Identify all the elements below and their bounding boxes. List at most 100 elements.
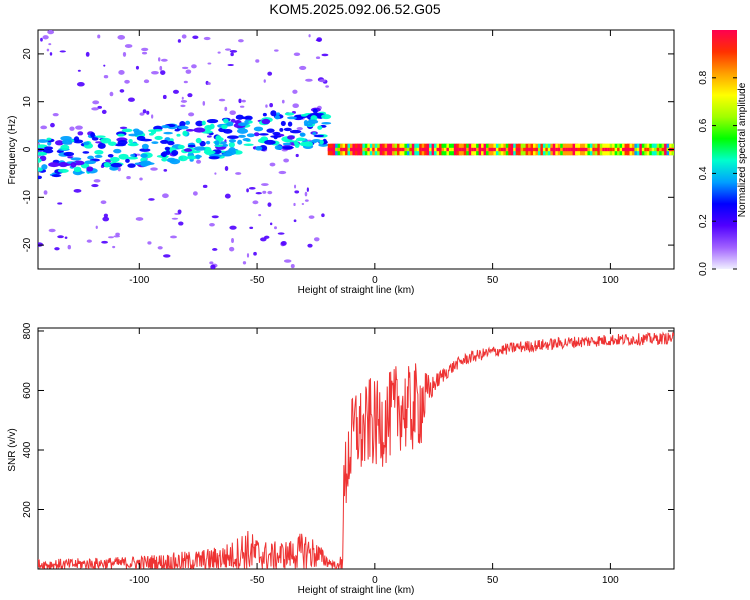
spectrogram-signal-blob [204,125,213,131]
spectrogram-noise-blob [158,57,161,62]
spectrogram-noise-blob [293,202,296,207]
snr-series-line [38,331,674,569]
spectrogram-noise-blob [101,240,108,244]
spectrogram-noise-blob [91,184,99,188]
spectrogram-noise-blob [139,177,143,181]
spectrogram-signal-blob [70,157,82,161]
spectrogram-signal-blob [164,146,171,151]
spectrogram-noise-blob [135,217,144,221]
snr-y-tick-label: 600 [22,382,33,399]
spectrogram-signal-blob [103,162,111,168]
spectrogram-noise-blob [293,219,297,223]
spectrogram-noise-blob [177,39,182,43]
spectrogram-signal-blob [160,139,169,144]
spectrogram-signal-blob [167,140,175,146]
spectrogram-signal-blob [228,141,235,148]
spectrogram-signal-blob [125,158,130,163]
snr-x-label: Height of straight line (km) [298,585,415,596]
spectrogram-signal-blob [261,118,271,125]
colorbar-tick-label: 0.0 [698,262,709,276]
spectrogram-noise-blob [278,170,287,175]
spectrogram-noise-blob [269,102,273,108]
spectrogram-noise-blob [238,39,244,43]
spectrogram-noise-blob [185,69,192,74]
spectrogram-signal-blob [206,119,219,124]
spectrogram-signal-blob [117,133,125,137]
spectrogram-noise-blob [103,64,106,67]
spectrogram-signal-blob [178,155,188,162]
plot-title: KOM5.2025.092.06.52.G05 [269,1,440,17]
spectrogram-noise-blob [210,264,216,269]
spectrogram-noise-blob [163,169,168,172]
spectrogram-noise-blob [227,63,234,67]
spectrogram-signal-blob [141,143,149,150]
spectrogram-signal-blob [61,139,73,145]
spectrogram-noise-blob [281,99,285,104]
spectrogram-signal-blob [46,137,52,141]
spectrogram-signal-blob [246,133,255,138]
snr-y-tick-label: 400 [22,441,33,458]
spectrogram-noise-blob [231,237,234,243]
spectrogram-signal-blob [51,174,62,178]
spectrogram-signal-blob [127,163,136,168]
spectrogram-noise-blob [117,35,126,40]
spectrogram-signal-blob [317,125,323,130]
spectrogram-signal-blob [319,139,324,145]
spectrogram-signal-blob [312,132,317,135]
spectrogram-signal-blob [294,142,300,148]
spectrogram-signal-blob [160,152,166,157]
spectrogram-noise-blob [127,97,135,102]
spectrogram-noise-blob [92,100,100,105]
spectrogram-noise-blob [214,172,217,175]
spectrogram-signal-blob [121,128,133,133]
spectrogram-noise-blob [292,89,298,94]
spectrogram-signal-blob [237,139,243,145]
spectrogram-signal-blob [118,153,129,160]
spectrogram-signal-blob [312,108,318,114]
spectrogram-noise-blob [299,65,307,71]
spectrogram-noise-blob [157,246,163,250]
snr-x-tick-label: -50 [250,575,265,586]
spectrogram-noise-blob [181,66,189,70]
spectrogram-signal-blob [183,148,193,152]
spectrogram-noise-blob [265,104,268,108]
spectrogram-signal-blob [182,130,188,137]
spectrogram-signal-blob [82,151,90,154]
spectrogram-noise-blob [267,71,273,76]
spectrogram-noise-blob [263,79,266,83]
spectrogram-noise-blob [229,49,238,53]
spectrogram-signal-blob [139,148,151,152]
spectrogram-noise-blob [313,237,320,242]
spectrogram-noise-blob [57,235,64,239]
spectrogram-noise-blob [267,190,273,195]
spectrogram-noise-blob [40,125,48,130]
spectrogram-signal-blob [193,146,206,151]
spectrogram-signal-blob [199,140,206,147]
spectrogram-noise-blob [40,37,43,42]
spectrogram-signal-blob [163,131,173,135]
spectrogram-signal-blob [237,122,248,127]
spectrogram-content [38,30,674,269]
spectrogram-noise-blob [180,104,186,108]
spectrogram-signal-blob [161,124,170,129]
spectrogram-signal-blob [222,143,229,147]
spectrogram-signal-blob [228,138,237,143]
spectrogram-noise-blob [103,213,108,218]
spectrogram-noise-blob [315,56,321,60]
spectrogram-signal-blob [270,135,282,138]
spectrogram-noise-blob [207,82,211,85]
spectrogram-noise-blob [109,91,114,97]
spectrogram-noise-blob [64,236,68,239]
spectrogram-noise-blob [262,190,267,194]
spectrogram-noise-blob [124,44,133,48]
spectrogram-signal-blob [110,162,123,168]
spectrogram-noise-blob [67,244,72,250]
spectrogram-noise-blob [319,79,326,83]
spectrogram-noise-blob [73,188,82,193]
spectrogram-signal-blob [63,151,75,157]
spectrogram-signal-blob [286,116,298,120]
spectrogram-noise-blob [269,222,273,226]
spectrogram-signal-blob [128,138,133,144]
